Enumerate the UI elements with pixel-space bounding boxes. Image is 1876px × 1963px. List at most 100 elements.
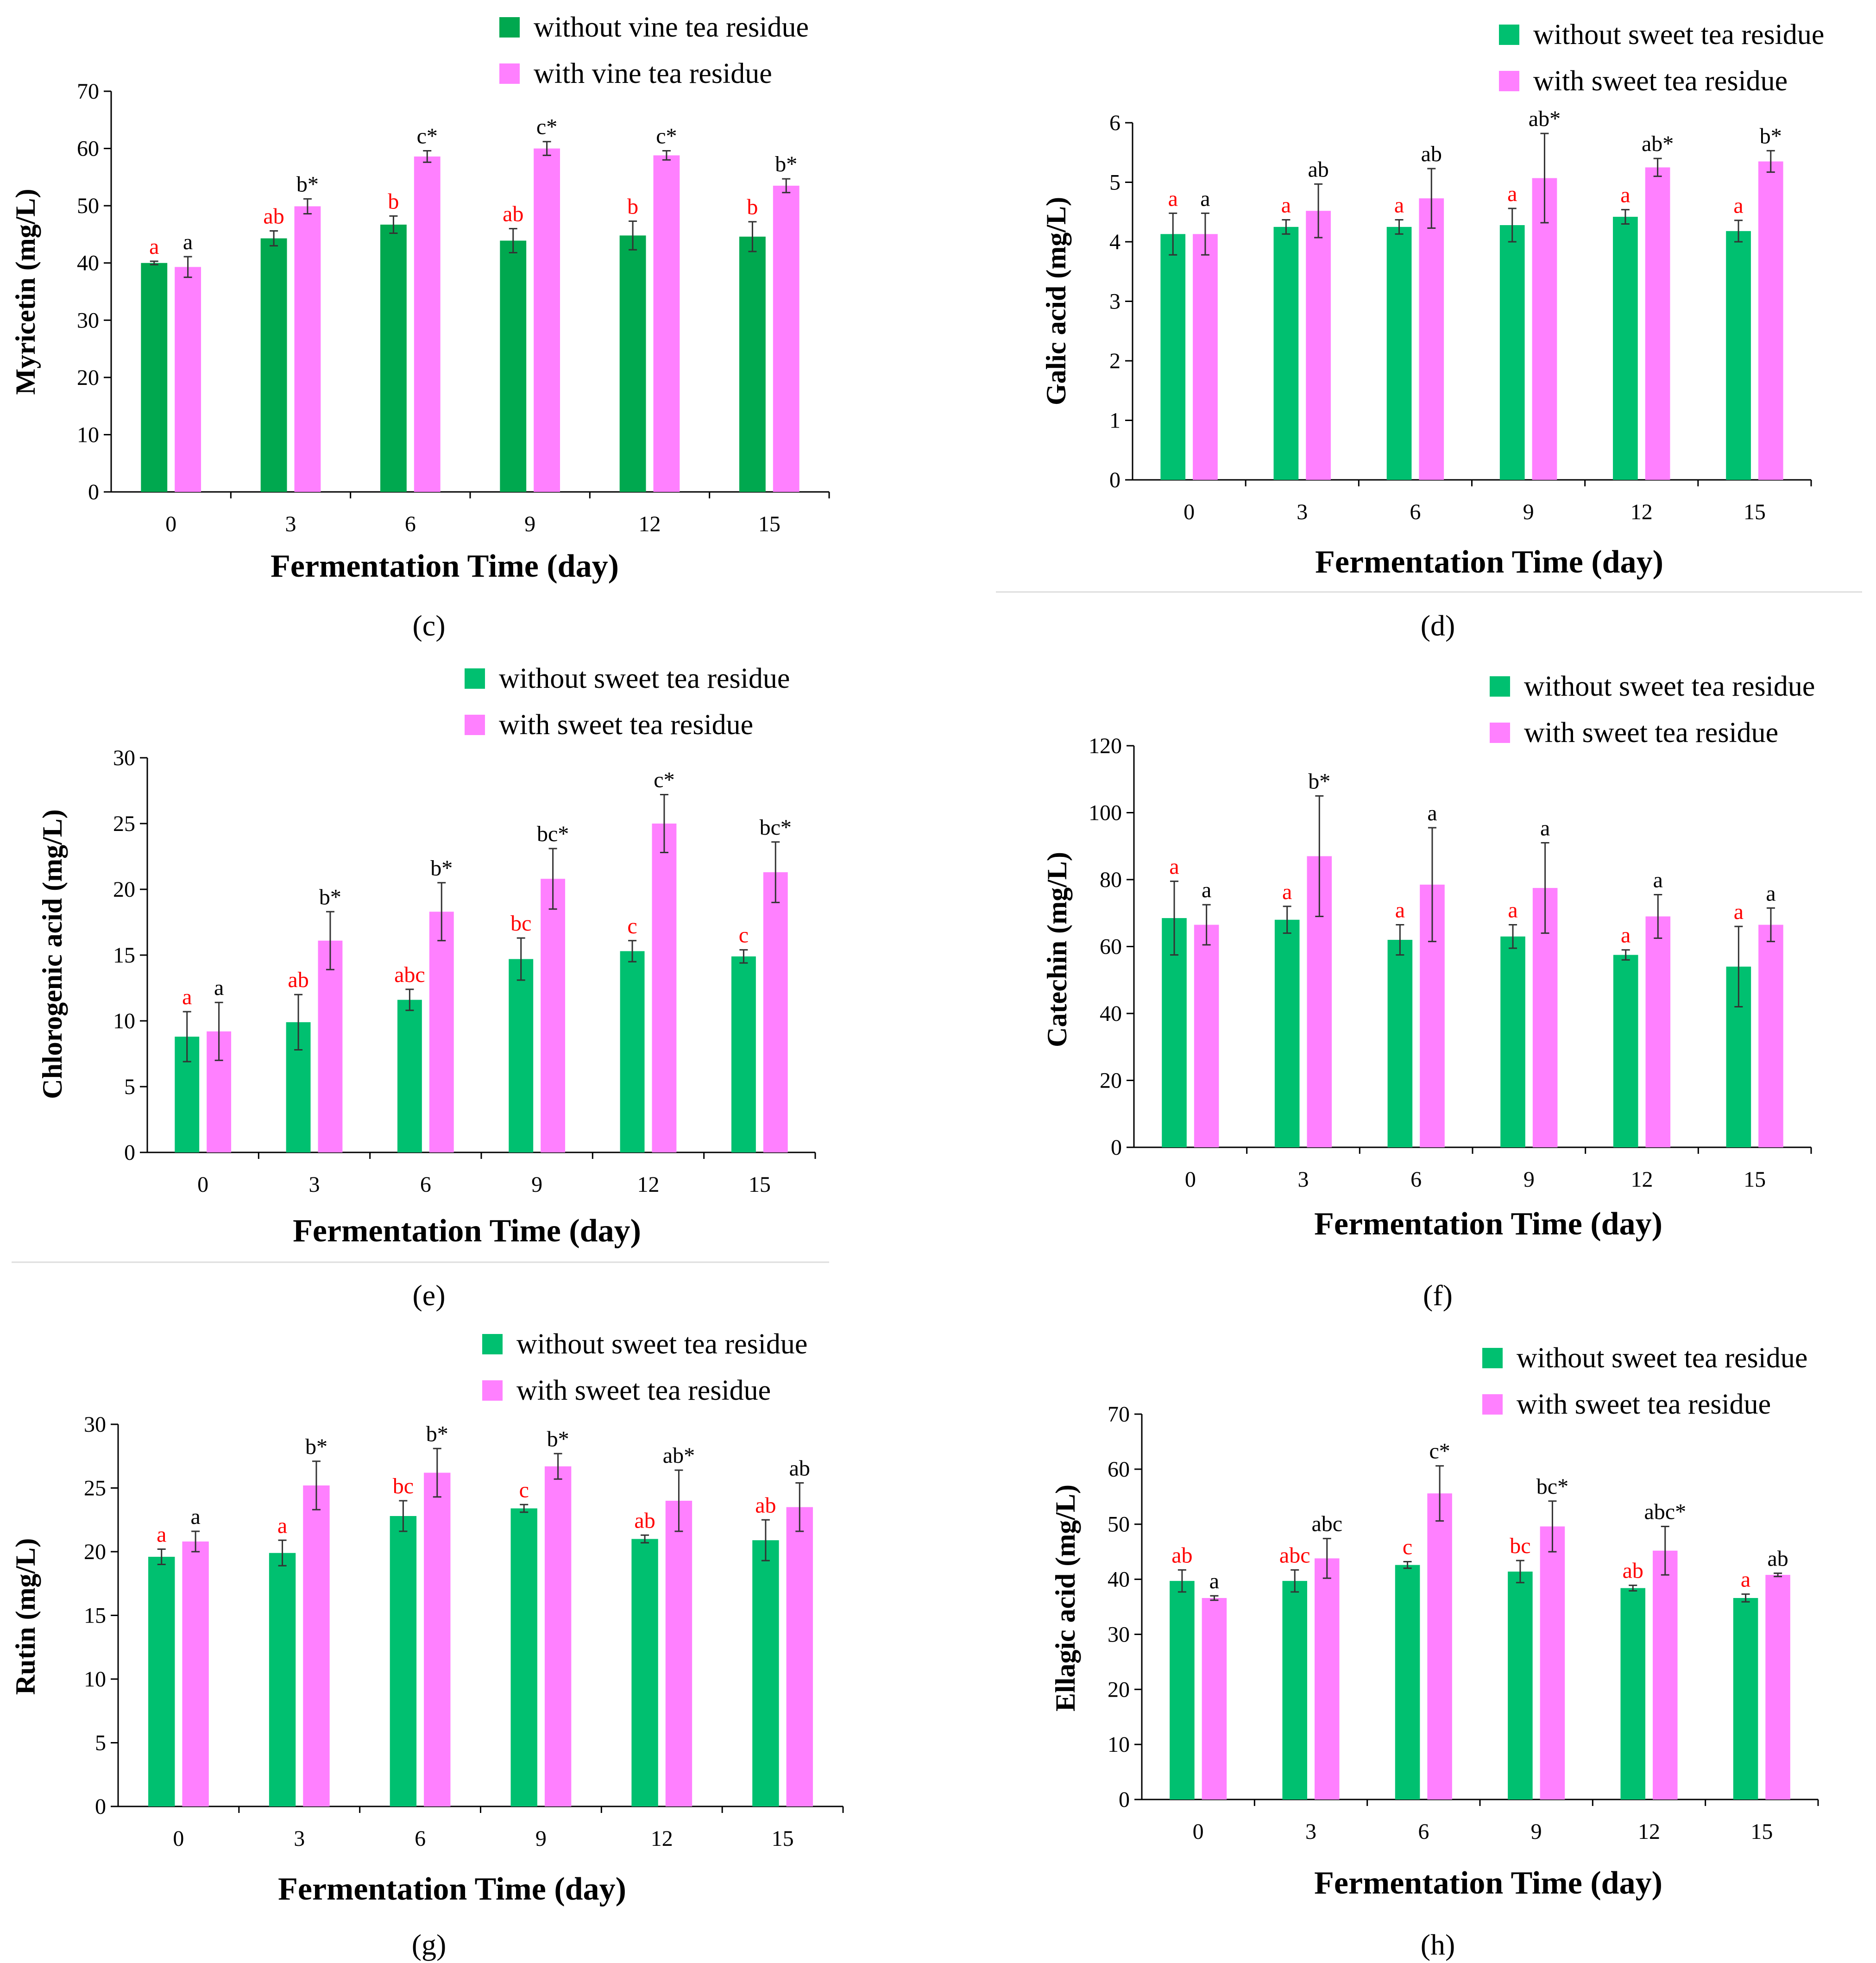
significance-label: bc* xyxy=(1536,1474,1568,1499)
y-tick-label: 30 xyxy=(113,746,135,770)
chart-panel-d: without sweet tea residue with sweet tea … xyxy=(1041,19,1824,642)
x-tick-label: 0 xyxy=(1193,1819,1204,1844)
significance-label: a xyxy=(1394,193,1404,217)
significance-label: ab xyxy=(263,204,284,229)
x-axis-title: Fermentation Time (day) xyxy=(278,1871,626,1907)
significance-label: b* xyxy=(1760,124,1782,148)
significance-label: a xyxy=(183,230,193,254)
chart-panel-g: without sweet tea residue with sweet tea … xyxy=(10,1328,844,1961)
y-tick-label: 30 xyxy=(1108,1622,1130,1647)
y-tick-label: 50 xyxy=(77,194,99,218)
significance-label: b xyxy=(747,195,758,220)
x-axis-title: Fermentation Time (day) xyxy=(271,548,619,584)
x-tick-label: 15 xyxy=(1744,1167,1766,1192)
significance-label: a xyxy=(1202,878,1211,902)
bar-with-residue xyxy=(786,1507,813,1806)
legend-label: without sweet tea residue xyxy=(499,663,790,694)
x-tick-label: 3 xyxy=(1297,500,1308,524)
significance-label: ab xyxy=(1421,142,1442,166)
x-tick-label: 15 xyxy=(749,1172,771,1197)
panel-caption: (c) xyxy=(412,609,445,642)
bar-without-residue xyxy=(1274,919,1300,1147)
panel-caption: (f) xyxy=(1423,1279,1453,1312)
bar-without-residue xyxy=(1500,936,1525,1147)
bar-without-residue xyxy=(1395,1565,1420,1799)
chart-panel-f: without sweet tea residue with sweet tea … xyxy=(1042,671,1815,1312)
bar-without-residue xyxy=(500,240,527,492)
bar-with-residue xyxy=(534,148,560,492)
bar-without-residue xyxy=(510,1508,537,1806)
significance-label: a xyxy=(157,1523,166,1547)
y-tick-label: 20 xyxy=(84,1540,106,1564)
x-tick-label: 9 xyxy=(535,1826,547,1851)
y-tick-label: 0 xyxy=(95,1794,106,1819)
bar-with-residue xyxy=(182,1541,209,1806)
y-tick-label: 1 xyxy=(1109,409,1121,433)
significance-label: b* xyxy=(775,152,797,176)
significance-label: b* xyxy=(296,172,319,196)
significance-label: ab xyxy=(789,1456,810,1481)
legend-label: with vine tea residue xyxy=(534,58,772,89)
significance-label: bc xyxy=(393,1474,414,1498)
bar-without-residue xyxy=(397,1000,422,1152)
legend-label: without sweet tea residue xyxy=(516,1328,807,1360)
x-tick-label: 3 xyxy=(309,1172,320,1197)
significance-label: bc xyxy=(510,911,531,936)
y-tick-label: 10 xyxy=(113,1009,135,1033)
y-tick-label: 5 xyxy=(95,1731,106,1755)
bar-without-residue xyxy=(1499,225,1525,480)
significance-label: a xyxy=(1395,898,1405,923)
legend-label: with sweet tea residue xyxy=(1517,1389,1771,1420)
bar-without-residue xyxy=(731,956,756,1152)
y-tick-label: 5 xyxy=(1109,170,1121,195)
legend-label: without vine tea residue xyxy=(534,12,809,43)
significance-label: c* xyxy=(417,124,438,149)
x-tick-label: 0 xyxy=(165,512,176,536)
bar-without-residue xyxy=(1170,1581,1195,1799)
significance-label: a xyxy=(1620,183,1630,208)
x-tick-label: 0 xyxy=(1184,500,1195,524)
x-tick-label: 15 xyxy=(1750,1819,1773,1844)
y-tick-label: 25 xyxy=(84,1476,106,1501)
significance-label: a xyxy=(1209,1569,1219,1593)
x-tick-label: 3 xyxy=(1305,1819,1316,1844)
x-axis-title: Fermentation Time (day) xyxy=(1315,544,1663,580)
significance-label: abc xyxy=(1279,1543,1310,1567)
y-tick-label: 0 xyxy=(1109,468,1121,492)
bar-with-residue xyxy=(1306,211,1331,480)
y-tick-label: 60 xyxy=(1108,1457,1130,1482)
significance-label: ab xyxy=(1623,1559,1643,1583)
significance-label: ab* xyxy=(663,1443,695,1468)
bar-with-residue xyxy=(1758,161,1783,480)
x-tick-label: 12 xyxy=(637,1172,660,1197)
significance-label: ab xyxy=(755,1493,776,1517)
y-tick-label: 100 xyxy=(1089,801,1122,825)
bar-without-residue xyxy=(380,224,407,492)
bar-with-residue xyxy=(1315,1558,1340,1799)
y-tick-label: 60 xyxy=(77,137,99,161)
significance-label: a xyxy=(1766,881,1775,906)
y-tick-label: 0 xyxy=(1119,1787,1130,1812)
y-tick-label: 15 xyxy=(84,1604,106,1628)
y-tick-label: 50 xyxy=(1108,1512,1130,1537)
x-tick-label: 3 xyxy=(1298,1167,1309,1192)
legend-swatch xyxy=(499,63,520,84)
y-tick-label: 5 xyxy=(124,1075,135,1099)
x-tick-label: 6 xyxy=(1410,500,1421,524)
bar-without-residue xyxy=(390,1516,417,1806)
bar-without-residue xyxy=(269,1553,296,1806)
bar-with-residue xyxy=(1645,167,1670,480)
bar-without-residue xyxy=(1726,231,1751,480)
legend-swatch xyxy=(482,1380,503,1401)
x-tick-label: 0 xyxy=(173,1826,184,1851)
bar-with-residue xyxy=(318,940,343,1152)
x-tick-label: 15 xyxy=(758,512,781,536)
chart-panel-h: without sweet tea residue with sweet tea … xyxy=(1050,1342,1819,1961)
bar-with-residue xyxy=(763,872,788,1152)
bar-with-residue xyxy=(424,1472,451,1806)
chart-panel-e: without sweet tea residue with sweet tea … xyxy=(37,663,816,1312)
x-tick-label: 6 xyxy=(405,512,416,536)
bar-without-residue xyxy=(141,263,168,492)
bar-with-residue xyxy=(1765,1575,1790,1799)
